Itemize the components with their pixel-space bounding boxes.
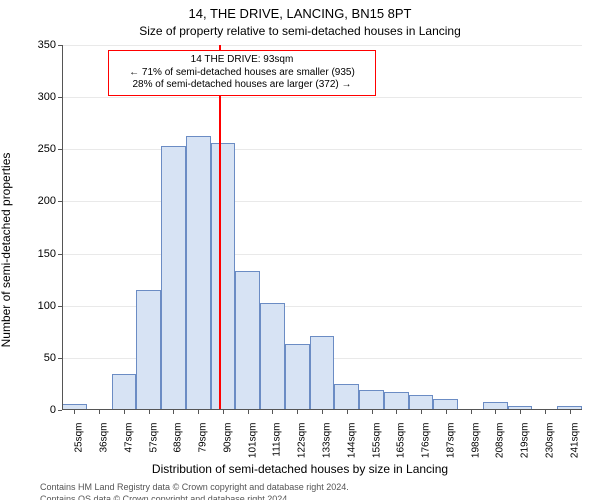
x-tick-label: 165sqm: [394, 423, 407, 459]
histogram-bar: [235, 271, 260, 410]
x-tick-mark: [74, 410, 75, 414]
gridline: [62, 97, 582, 98]
x-tick-label: 57sqm: [146, 423, 159, 453]
x-tick-label: 176sqm: [419, 423, 432, 459]
footnote: Contains HM Land Registry data © Crown c…: [40, 482, 349, 500]
marker-line: [219, 45, 221, 410]
x-tick-label: 79sqm: [196, 423, 209, 453]
histogram-bar: [285, 344, 310, 410]
gridline: [62, 45, 582, 46]
x-tick-mark: [446, 410, 447, 414]
x-tick-mark: [421, 410, 422, 414]
x-tick-label: 90sqm: [220, 423, 233, 453]
x-tick-label: 47sqm: [121, 423, 134, 453]
x-tick-label: 208sqm: [493, 423, 506, 459]
x-tick-label: 198sqm: [468, 423, 481, 459]
x-tick-mark: [372, 410, 373, 414]
annotation-head: 14 THE DRIVE: 93sqm: [115, 54, 369, 67]
histogram-bar: [136, 290, 161, 410]
gridline: [62, 149, 582, 150]
x-tick-mark: [297, 410, 298, 414]
x-tick-mark: [495, 410, 496, 414]
histogram-bar: [211, 143, 236, 410]
histogram-bar: [359, 390, 384, 410]
histogram-bar: [409, 395, 434, 410]
histogram-bar: [310, 336, 335, 410]
x-tick-mark: [248, 410, 249, 414]
chart-title: 14, THE DRIVE, LANCING, BN15 8PT: [0, 6, 600, 21]
x-tick-label: 122sqm: [295, 423, 308, 459]
x-tick-mark: [471, 410, 472, 414]
chart-container: 14, THE DRIVE, LANCING, BN15 8PT Size of…: [0, 0, 600, 500]
y-tick-label: 300: [38, 91, 62, 103]
chart-subtitle: Size of property relative to semi-detach…: [0, 24, 600, 38]
x-tick-mark: [272, 410, 273, 414]
gridline: [62, 201, 582, 202]
footnote-line: Contains OS data © Crown copyright and d…: [40, 494, 349, 500]
y-tick-label: 150: [38, 248, 62, 260]
x-tick-mark: [198, 410, 199, 414]
x-tick-mark: [520, 410, 521, 414]
y-tick-label: 0: [50, 404, 62, 416]
histogram-bar: [186, 136, 211, 410]
x-tick-mark: [570, 410, 571, 414]
x-tick-label: 133sqm: [320, 423, 333, 459]
x-tick-mark: [322, 410, 323, 414]
y-tick-label: 50: [44, 352, 62, 364]
x-axis-line: [62, 409, 582, 410]
x-tick-mark: [173, 410, 174, 414]
y-tick-label: 200: [38, 195, 62, 207]
x-tick-label: 155sqm: [369, 423, 382, 459]
x-tick-label: 219sqm: [518, 423, 531, 459]
annotation-line: ← 71% of semi-detached houses are smalle…: [115, 67, 369, 80]
gridline: [62, 254, 582, 255]
x-tick-mark: [99, 410, 100, 414]
annotation-line: 28% of semi-detached houses are larger (…: [115, 79, 369, 92]
x-tick-mark: [545, 410, 546, 414]
y-tick-label: 350: [38, 39, 62, 51]
x-tick-label: 111sqm: [270, 423, 283, 457]
x-tick-mark: [347, 410, 348, 414]
plot-area: 05010015020025030035014 THE DRIVE: 93sqm…: [62, 45, 582, 410]
histogram-bar: [112, 374, 137, 411]
x-tick-label: 144sqm: [344, 423, 357, 459]
x-tick-label: 187sqm: [443, 423, 456, 459]
x-tick-label: 230sqm: [542, 423, 555, 459]
x-tick-mark: [149, 410, 150, 414]
x-tick-mark: [396, 410, 397, 414]
x-tick-label: 68sqm: [171, 423, 184, 453]
y-axis-line: [62, 45, 63, 410]
histogram-bar: [384, 392, 409, 410]
y-tick-label: 250: [38, 143, 62, 155]
annotation-box: 14 THE DRIVE: 93sqm← 71% of semi-detache…: [108, 50, 376, 96]
x-tick-mark: [124, 410, 125, 414]
histogram-bar: [334, 384, 359, 410]
x-tick-mark: [223, 410, 224, 414]
y-axis-label: Number of semi-detached properties: [0, 55, 13, 250]
histogram-bar: [161, 146, 186, 410]
x-tick-label: 36sqm: [97, 423, 110, 453]
histogram-bar: [260, 303, 285, 410]
footnote-line: Contains HM Land Registry data © Crown c…: [40, 482, 349, 494]
x-tick-label: 241sqm: [567, 423, 580, 459]
x-tick-label: 101sqm: [245, 423, 258, 459]
x-tick-label: 25sqm: [72, 423, 85, 453]
x-axis-label: Distribution of semi-detached houses by …: [0, 462, 600, 476]
y-tick-label: 100: [38, 300, 62, 312]
